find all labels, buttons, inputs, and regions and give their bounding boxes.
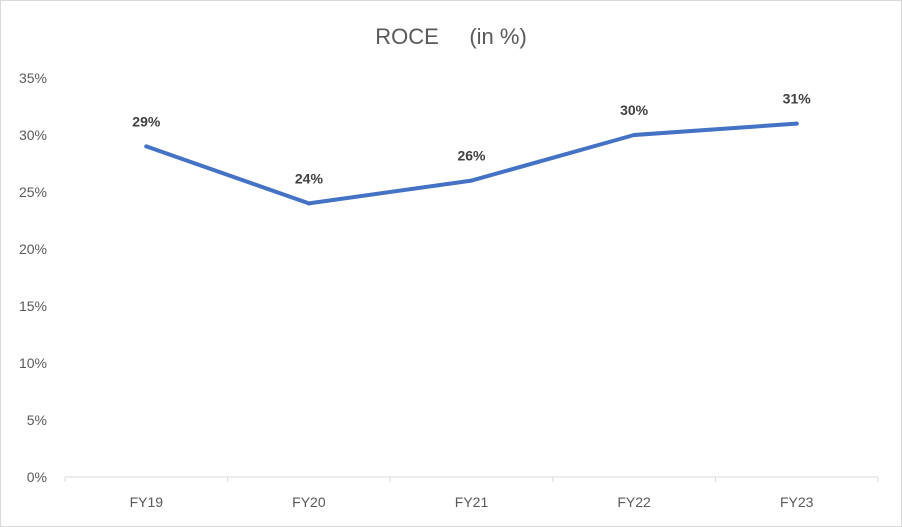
data-label: 31% <box>783 91 812 107</box>
y-tick-label: 5% <box>27 412 47 428</box>
x-tick-label: FY20 <box>292 494 326 510</box>
data-label: 30% <box>620 102 649 118</box>
y-axis: 0% 5% 10% 15% 20% 25% 30% 35% <box>19 70 47 485</box>
data-point <box>306 201 311 206</box>
series-layer <box>144 121 799 206</box>
x-tick-label: FY22 <box>617 494 651 510</box>
x-tick-label: FY19 <box>130 494 164 510</box>
y-tick-label: 10% <box>19 355 47 371</box>
y-tick-label: 25% <box>19 184 47 200</box>
data-point <box>469 178 474 183</box>
data-label: 29% <box>132 113 161 129</box>
chart-title: ROCE (in %) <box>375 24 527 49</box>
y-tick-label: 30% <box>19 127 47 143</box>
data-point <box>632 133 637 137</box>
data-label: 26% <box>457 148 486 164</box>
y-tick-label: 15% <box>19 298 47 314</box>
y-tick-label: 20% <box>19 241 47 257</box>
x-tick-label: FY23 <box>780 494 814 510</box>
x-axis: FY19 FY20 FY21 FY22 FY23 <box>64 476 879 510</box>
y-tick-label: 0% <box>27 469 47 485</box>
x-tick-label: FY21 <box>455 494 489 510</box>
data-point <box>144 144 149 149</box>
y-tick-label: 35% <box>19 70 47 86</box>
data-point <box>794 121 799 126</box>
data-labels: 29% 24% 26% 30% 31% <box>132 91 811 187</box>
data-label: 24% <box>295 170 324 186</box>
